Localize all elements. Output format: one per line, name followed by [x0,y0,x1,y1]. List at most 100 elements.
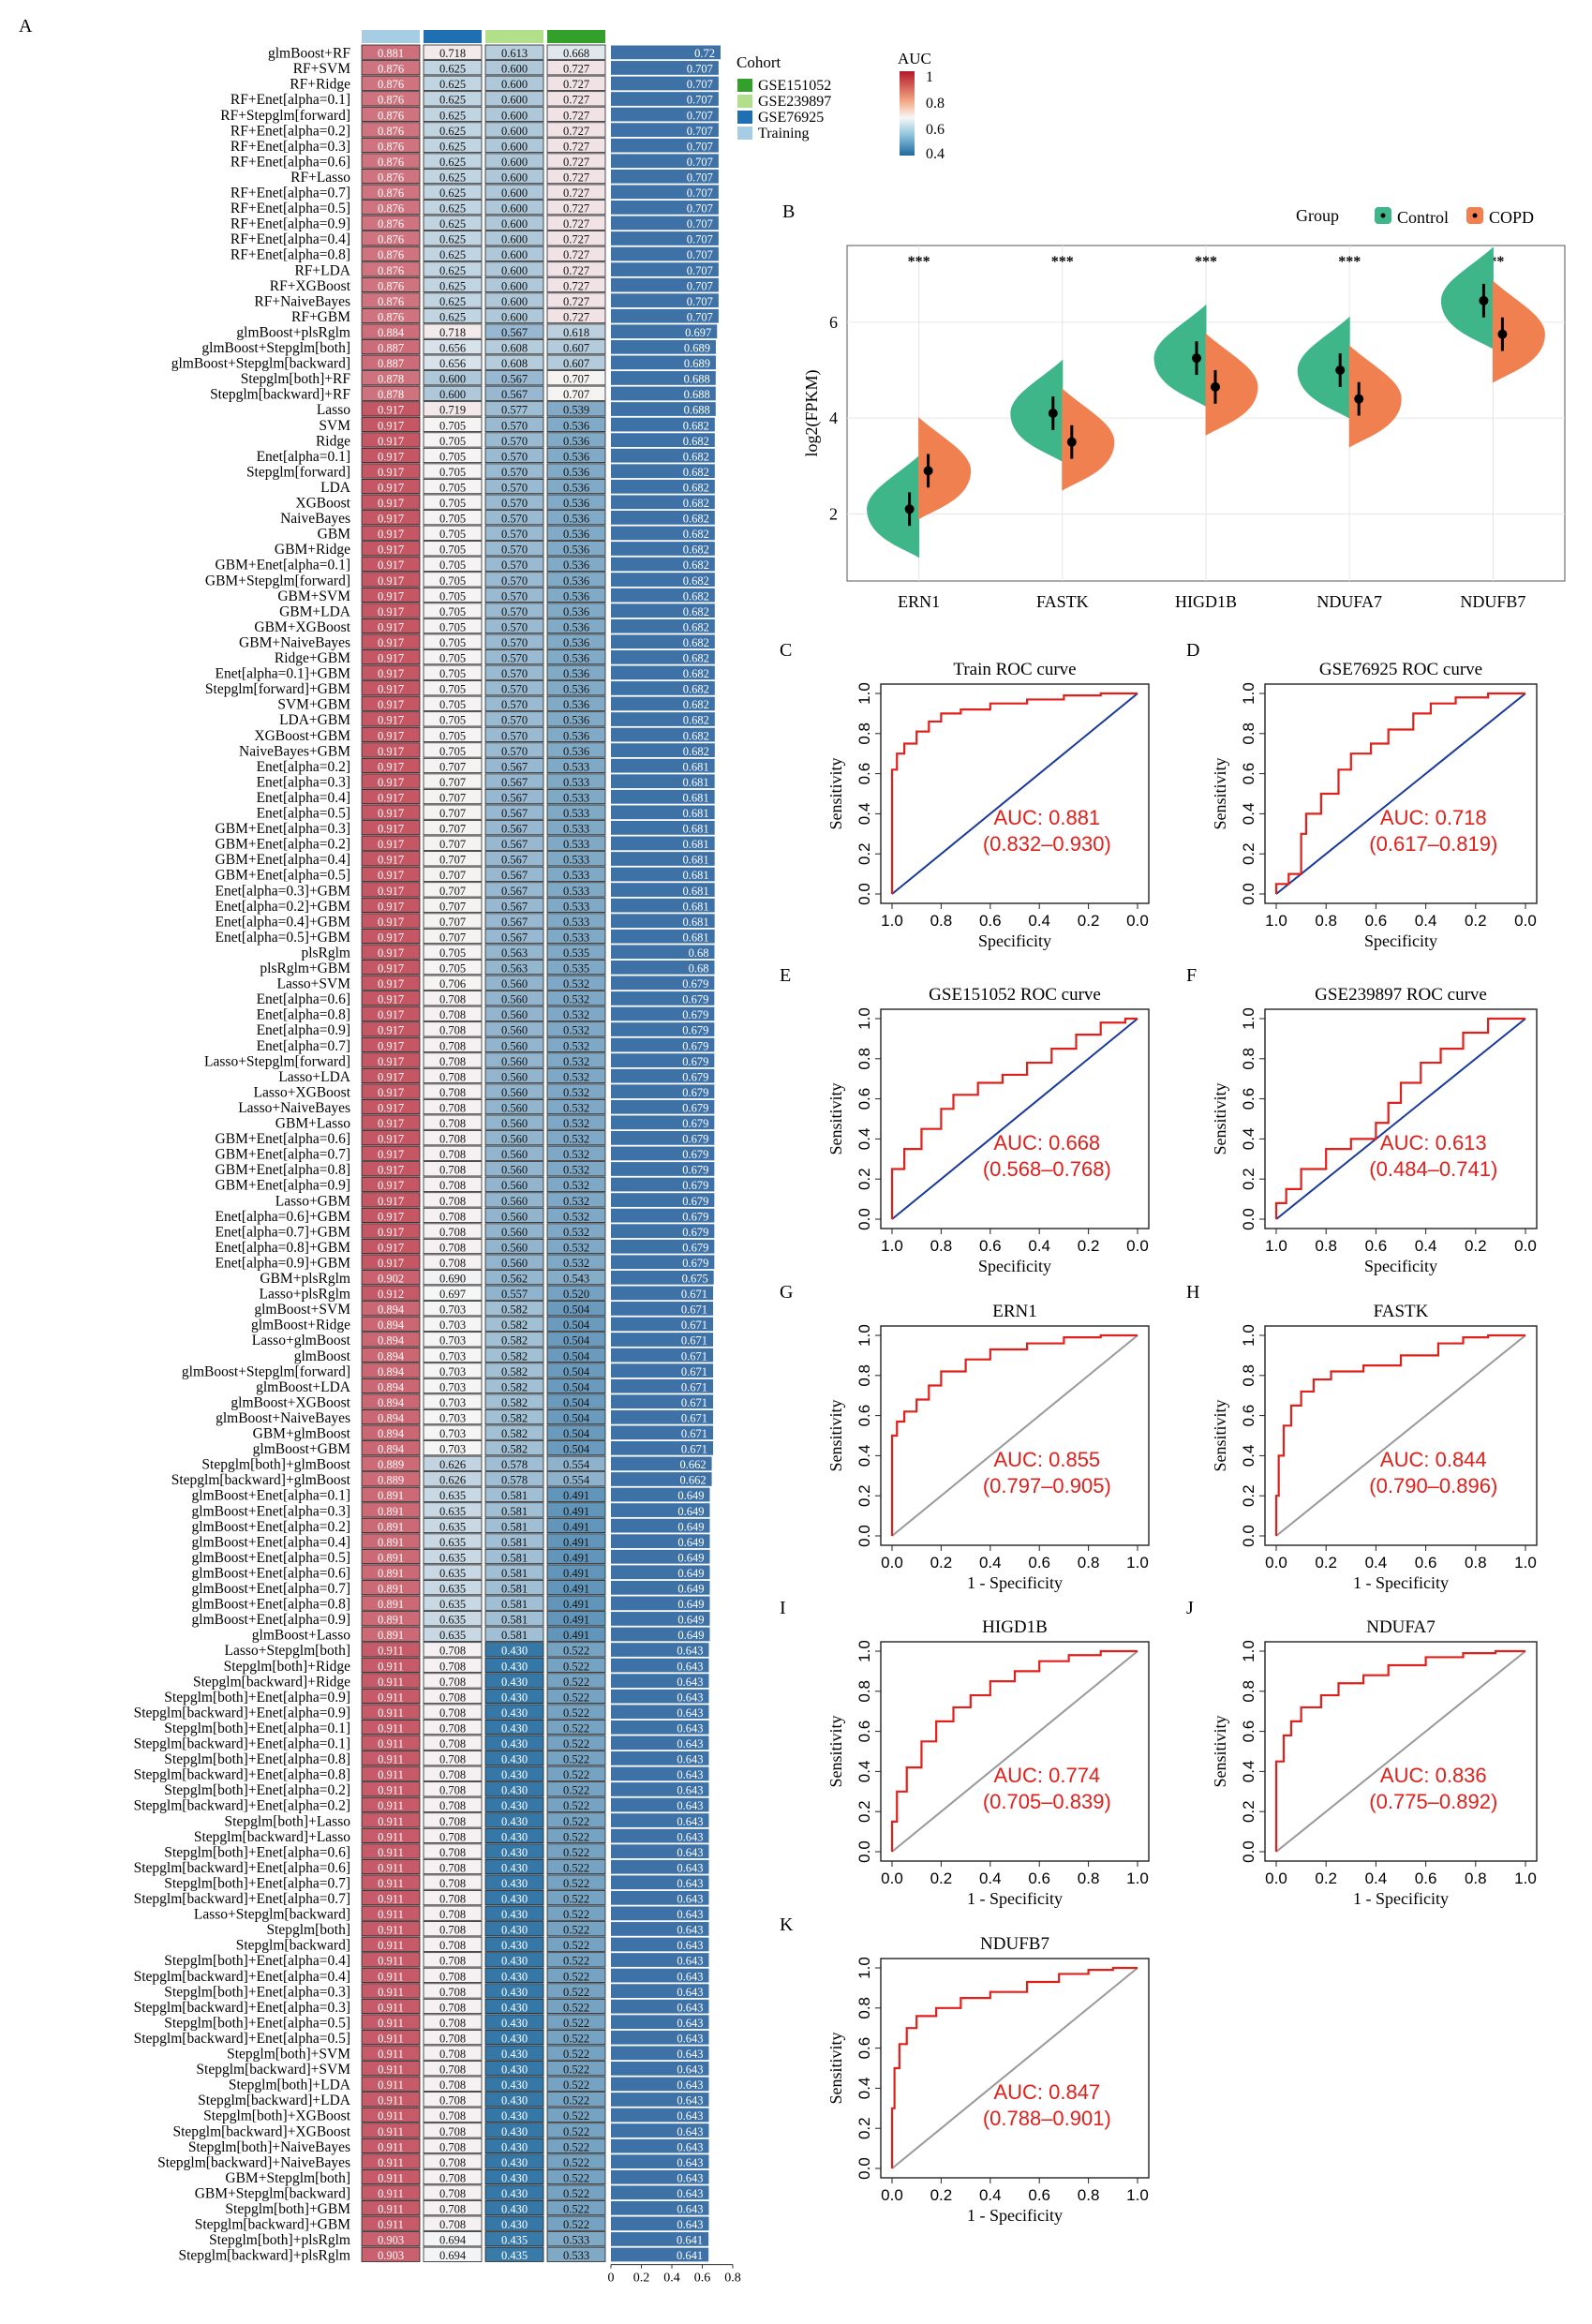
heatmap-cell [361,618,421,634]
model-label: Lasso+Stepglm[forward] [204,1053,350,1069]
heatmap-cell [546,1626,606,1642]
heatmap-cell [546,1052,606,1068]
y-tick-label: 0.2 [856,1800,873,1823]
heatmap-cell [546,1099,606,1115]
mean-auc-bar [611,464,715,479]
heatmap-cell [546,851,606,867]
heatmap-cell [546,1858,606,1875]
heatmap-cell [484,1486,544,1502]
mean-auc-label: 0.681 [683,791,709,804]
heatmap-cell-value: 0.911 [378,1768,404,1781]
x-tick-label: 0.8 [1078,1554,1100,1572]
heatmap-cell [423,789,483,805]
auc-ci: (0.797–0.905) [983,1474,1111,1497]
heatmap-cell [546,1720,606,1736]
heatmap-cell [361,804,421,820]
heatmap-cell [546,1673,606,1689]
y-tick-label: 0.8 [1240,1048,1257,1070]
mean-auc-bar [611,634,715,649]
x-tick-label: 0.2 [1078,912,1100,930]
heatmap-cell [361,385,421,401]
model-label: Stepglm[backward]+Enet[alpha=0.3] [134,2000,350,2016]
y-tick-label: 1.0 [856,682,873,705]
x-tick-label: 0.8 [1078,2186,1100,2204]
mean-auc-bar [611,2185,709,2200]
heatmap-cell [361,416,421,432]
roc-frame [880,1641,1150,1862]
auc-value: AUC: 0.836 [1380,1764,1487,1787]
heatmap-cell [423,633,483,649]
mean-auc-label: 0.649 [677,1520,704,1533]
heatmap-cell [361,525,421,541]
heatmap-cell [546,1843,606,1859]
model-label: glmBoost+plsRglm [236,324,350,340]
heatmap-cell [361,1967,421,1983]
heatmap-cell-value: 0.600 [501,310,528,323]
heatmap-cell [484,1301,544,1317]
heatmap-cell [361,91,421,107]
mean-auc-label: 0.643 [677,2156,703,2169]
mean-auc-bar [611,1580,710,1595]
heatmap-cell-value: 0.894 [378,1318,405,1332]
mean-auc-bar [611,1099,715,1114]
heatmap-cell [423,1548,483,1565]
heatmap-cell [423,153,483,169]
heatmap-cell [484,773,544,789]
heatmap-cell [484,680,544,696]
mean-auc-bar [611,2030,709,2045]
auc-value: AUC: 0.718 [1380,806,1487,829]
heatmap-cell-value: 0.570 [501,513,528,526]
mean-auc-label: 0.643 [677,1645,703,1658]
heatmap-cell-value: 0.891 [378,1489,404,1502]
heatmap-cell [484,168,544,185]
heatmap-cell-value: 0.536 [563,528,589,541]
heatmap-cell-value: 0.560 [501,1195,528,1208]
mean-auc-label: 0.671 [681,1365,707,1378]
heatmap-cell-value: 0.491 [563,1629,589,1642]
mean-auc-label: 0.641 [677,2249,703,2262]
mean-auc-bar [611,154,719,169]
heatmap-cell-value: 0.430 [501,2218,528,2231]
mean-auc-label: 0.643 [677,1939,703,1952]
heatmap-cell-value: 0.727 [563,295,589,308]
mean-auc-bar [611,246,719,261]
y-axis-label: log2(FPKM) [802,369,822,456]
cohort-header-training [362,30,420,43]
mean-auc-label: 0.671 [681,1349,707,1363]
heatmap-cell-value: 0.876 [378,109,404,122]
mean-auc-label: 0.679 [682,1226,708,1239]
heatmap-cell [361,1952,421,1968]
heatmap-cell [484,1983,544,1999]
mean-auc-bar [611,511,715,525]
heatmap-cell [484,354,544,370]
mean-auc-bar [611,2216,709,2231]
heatmap-cell-value: 0.911 [378,2063,404,2077]
mean-auc-label: 0.707 [687,156,713,169]
mean-auc-bar [611,945,715,960]
heatmap-cell [546,1285,606,1301]
model-label: Enet[alpha=0.7] [257,1038,350,1054]
heatmap-cell [484,2184,544,2200]
cohort-legend-swatch [737,79,752,92]
heatmap-cell [423,1316,483,1332]
heatmap-cell-value: 0.917 [378,698,404,711]
heatmap-cell-value: 0.600 [501,264,528,277]
heatmap-cell [484,603,544,618]
mean-auc-bar [611,2154,709,2169]
heatmap-cell-value: 0.911 [378,1721,404,1735]
heatmap-cell [361,1254,421,1270]
heatmap-cell [423,1750,483,1766]
heatmap-cell [423,200,483,216]
heatmap-cell [361,1207,421,1224]
heatmap-cell-value: 0.430 [501,2001,528,2014]
x-axis-label: Specificity [978,931,1051,950]
heatmap-cell [423,1673,483,1689]
heatmap-cell-value: 0.876 [378,140,404,153]
mean-auc-bar [611,1255,715,1270]
heatmap-cell-value: 0.911 [378,2078,404,2092]
mean-auc-bar [611,185,719,200]
heatmap-cell [546,1517,606,1534]
heatmap-cell-value: 0.563 [501,962,528,976]
mean-auc-bar [611,1224,715,1239]
heatmap-cell [546,1145,606,1161]
